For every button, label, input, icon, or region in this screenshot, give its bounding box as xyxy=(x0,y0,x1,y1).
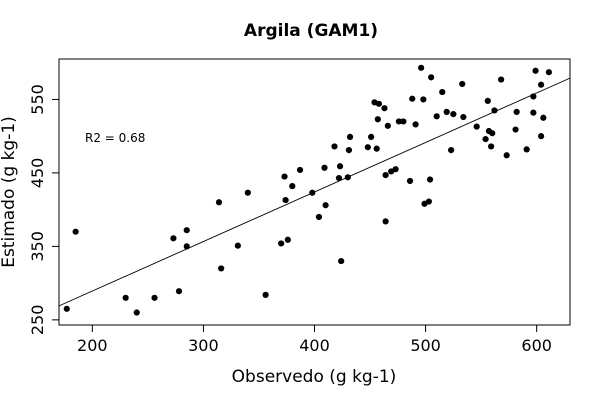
chart-title: Argila (GAM1) xyxy=(244,21,378,41)
data-point xyxy=(133,309,140,316)
data-point xyxy=(344,174,351,181)
data-point xyxy=(175,288,183,295)
data-point xyxy=(183,227,190,234)
data-point xyxy=(530,93,537,100)
data-point xyxy=(459,80,466,88)
data-point xyxy=(331,143,338,150)
data-point xyxy=(450,111,457,118)
data-point xyxy=(418,64,425,71)
data-point xyxy=(364,144,371,151)
data-point xyxy=(433,113,440,120)
data-point xyxy=(338,257,345,265)
data-point xyxy=(368,133,375,140)
data-point xyxy=(346,133,354,140)
data-point xyxy=(374,116,381,123)
data-point xyxy=(373,145,380,152)
data-point xyxy=(375,100,383,107)
data-point xyxy=(289,183,296,190)
data-point xyxy=(234,242,241,249)
data-point xyxy=(448,147,455,154)
data-point xyxy=(473,123,480,130)
data-point xyxy=(491,107,498,114)
data-point xyxy=(382,218,389,225)
data-point xyxy=(484,97,491,104)
x-tick-label: 400 xyxy=(299,336,330,355)
data-point xyxy=(425,198,433,205)
y-tick-label: 550 xyxy=(28,84,47,115)
data-point xyxy=(409,95,416,102)
data-point xyxy=(498,76,505,83)
data-point xyxy=(523,146,530,153)
y-axis-label: Estimado (g kg-1) xyxy=(0,116,19,268)
data-point xyxy=(392,166,399,173)
y-tick-label: 350 xyxy=(28,231,47,262)
data-point xyxy=(382,171,389,179)
data-point xyxy=(336,163,344,170)
data-point xyxy=(322,202,329,209)
y-tick-label: 250 xyxy=(28,305,47,336)
data-point xyxy=(151,294,158,301)
data-point xyxy=(282,196,289,204)
data-point xyxy=(218,265,225,272)
data-points xyxy=(63,64,552,316)
data-point xyxy=(215,199,223,206)
data-point xyxy=(538,133,545,140)
data-point xyxy=(428,74,435,81)
data-point xyxy=(460,113,467,121)
y-tick-label: 450 xyxy=(28,158,47,189)
data-point xyxy=(244,189,251,196)
data-point xyxy=(63,305,70,312)
data-point xyxy=(513,108,520,116)
data-point xyxy=(170,235,177,242)
data-point xyxy=(296,166,304,174)
data-point xyxy=(72,228,79,235)
data-point xyxy=(384,122,391,129)
data-point xyxy=(315,213,323,221)
y-axis: 250 350 450 550 xyxy=(28,84,59,335)
data-point xyxy=(400,118,407,125)
data-point xyxy=(420,96,427,103)
x-tick-label: 300 xyxy=(188,336,219,355)
data-point xyxy=(345,147,353,154)
data-point xyxy=(530,109,537,116)
data-point xyxy=(183,243,190,250)
data-point xyxy=(443,108,450,116)
data-point xyxy=(532,67,539,74)
data-point xyxy=(262,291,269,298)
data-point xyxy=(545,69,552,76)
x-axis: 200 300 400 500 600 xyxy=(77,325,552,355)
data-point xyxy=(309,189,316,196)
data-point xyxy=(439,88,446,96)
x-axis-label: Observedo (g kg-1) xyxy=(232,367,397,387)
data-point xyxy=(426,176,434,183)
x-tick-label: 600 xyxy=(521,336,552,355)
data-point xyxy=(278,240,285,247)
data-point xyxy=(538,81,545,88)
data-point xyxy=(540,114,547,121)
data-point xyxy=(321,164,328,171)
data-point xyxy=(412,121,419,128)
data-point xyxy=(489,130,496,137)
data-point xyxy=(503,152,510,159)
r2-annotation: R2 = 0.68 xyxy=(85,131,145,145)
data-point xyxy=(284,236,291,243)
data-point xyxy=(488,143,495,150)
data-point xyxy=(395,118,403,125)
data-point xyxy=(406,177,414,185)
data-point xyxy=(335,174,343,182)
data-point xyxy=(281,173,288,180)
data-point xyxy=(381,105,388,112)
data-point xyxy=(122,294,129,301)
data-point xyxy=(512,126,519,133)
data-point xyxy=(482,135,489,143)
x-tick-label: 500 xyxy=(410,336,441,355)
x-tick-label: 200 xyxy=(77,336,108,355)
